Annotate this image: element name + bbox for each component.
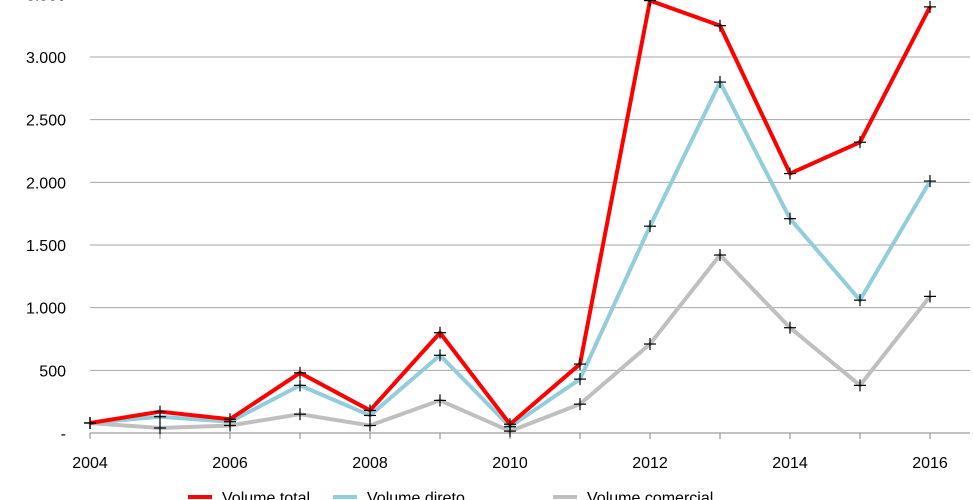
data-point-2-4	[364, 419, 376, 432]
data-point-1-9	[714, 76, 726, 89]
x-tick-label: 2014	[772, 455, 808, 472]
data-point-2-1	[154, 421, 166, 434]
data-point-2-11	[854, 379, 866, 392]
data-point-1-7	[574, 373, 586, 386]
data-point-0-6	[504, 418, 516, 431]
data-point-0-1	[154, 405, 166, 418]
x-tick-label: 2004	[72, 455, 108, 472]
series-line-2	[89, 253, 932, 434]
data-point-2-7	[574, 398, 586, 411]
data-point-0-8	[644, 0, 656, 7]
y-tick-label: 3.500	[26, 0, 66, 4]
data-point-0-10	[784, 167, 796, 180]
data-point-0-12	[924, 0, 936, 13]
data-point-0-5	[434, 326, 446, 339]
data-point-2-10	[784, 321, 796, 334]
y-tick-label: 500	[39, 363, 66, 380]
data-point-1-12	[924, 175, 936, 188]
legend-label-0: Volume total	[222, 490, 310, 500]
data-point-2-3	[294, 408, 306, 421]
series-line-1	[89, 80, 932, 429]
data-point-2-8	[644, 338, 656, 351]
data-point-2-9	[714, 249, 726, 262]
x-tick-label: 2012	[632, 455, 668, 472]
data-point-2-12	[924, 290, 936, 303]
data-point-0-4	[364, 404, 376, 417]
data-point-0-3	[294, 366, 306, 379]
data-point-0-7	[574, 358, 586, 371]
data-point-0-9	[714, 19, 726, 32]
data-point-0-2	[224, 413, 236, 426]
x-tick-label: 2008	[352, 455, 388, 472]
y-tick-label: -	[61, 426, 66, 443]
y-tick-label: 1.500	[26, 238, 66, 255]
data-point-1-11	[854, 294, 866, 307]
legend-label-2: Volume comercial	[587, 490, 713, 500]
data-point-2-5	[434, 394, 446, 407]
x-tick-label: 2006	[212, 455, 248, 472]
data-point-0-0	[84, 416, 96, 429]
data-point-1-3	[294, 379, 306, 392]
data-point-1-10	[784, 212, 796, 225]
legend-label-1: Volume direto	[367, 490, 465, 500]
y-tick-label: 1.000	[26, 301, 66, 318]
series-line-0	[89, 0, 932, 427]
x-tick-label: 2010	[492, 455, 528, 472]
data-point-1-5	[434, 349, 446, 362]
y-tick-label: 2.000	[26, 175, 66, 192]
y-tick-label: 2.500	[26, 113, 66, 130]
data-point-1-8	[644, 220, 656, 233]
data-point-0-11	[854, 136, 866, 149]
y-tick-label: 3.000	[26, 50, 66, 67]
x-tick-label: 2016	[912, 455, 948, 472]
